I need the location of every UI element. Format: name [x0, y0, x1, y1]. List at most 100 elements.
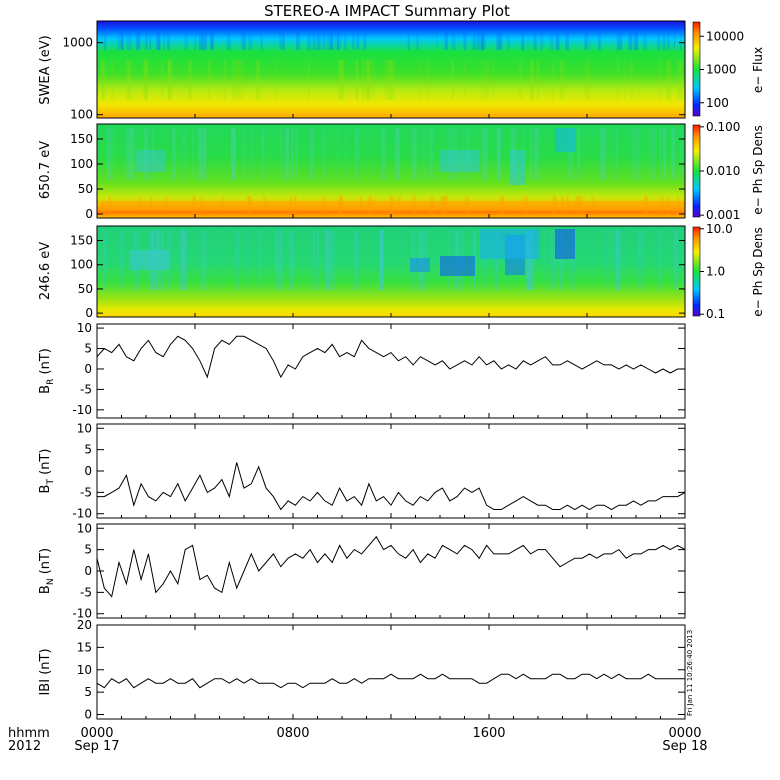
spectrogram-texture — [540, 30, 544, 50]
spectrogram-texture — [255, 60, 261, 100]
ytick-label: 0 — [84, 362, 92, 376]
spectrogram-texture — [549, 230, 554, 290]
spectrogram-texture — [241, 30, 247, 50]
spectrogram-texture — [223, 60, 227, 100]
spectrogram-texture — [324, 230, 330, 290]
spectrogram-texture — [507, 30, 510, 50]
spectrogram-texture — [126, 30, 132, 50]
spectrogram-texture — [534, 30, 537, 50]
spectrogram-texture — [240, 60, 244, 100]
spectrogram-texture — [554, 230, 557, 290]
spectrogram-texture — [235, 230, 240, 290]
spectrogram-texture — [597, 30, 602, 50]
spectrogram-texture — [484, 128, 488, 180]
spectrogram-texture — [662, 30, 666, 50]
spectrogram-texture — [295, 128, 298, 180]
spectrogram-texture — [352, 30, 355, 50]
spectrogram-texture — [325, 230, 331, 290]
pad246-ytick-label: 150 — [70, 234, 93, 248]
spectrogram-texture — [444, 30, 448, 50]
spectrogram-texture — [260, 30, 263, 50]
spectrogram-texture — [204, 30, 207, 50]
spectrogram-texture — [338, 60, 341, 100]
spectrogram-texture — [658, 60, 661, 100]
spectrogram-texture — [284, 128, 290, 180]
spectrogram-texture — [102, 230, 107, 290]
swea-colorbar-tick-label: 10000 — [706, 29, 744, 43]
spectrogram-texture — [362, 60, 365, 100]
spectrogram-texture — [559, 60, 565, 100]
spectrogram-texture — [543, 230, 545, 290]
spectrogram-texture — [623, 60, 627, 100]
pad246-colorbar-tick-label: 1.0 — [706, 265, 725, 279]
spectrogram-feature — [555, 229, 575, 259]
spectrogram-texture — [536, 60, 541, 100]
spectrogram-texture — [483, 230, 485, 290]
spectrogram-texture — [533, 30, 535, 50]
spectrogram-texture — [125, 128, 128, 180]
panel-frame — [96, 423, 686, 519]
spectrogram-texture — [584, 30, 589, 50]
spectrogram-texture — [518, 60, 523, 100]
spectrogram-texture — [145, 30, 148, 50]
spectrogram-texture — [529, 230, 535, 290]
spectrogram-texture — [121, 30, 124, 50]
spectrogram-texture — [551, 60, 554, 100]
panel-frame — [96, 323, 686, 419]
spectrogram-texture — [614, 230, 620, 290]
spectrogram-texture — [365, 60, 370, 100]
series-ylabel: BN (nT) — [38, 548, 56, 594]
time-tick-label: 0000 — [668, 726, 701, 741]
spectrogram-texture — [232, 60, 235, 100]
spectrogram-texture — [428, 128, 430, 180]
panel-frame — [96, 523, 686, 619]
pad246-ytick-label: 50 — [78, 282, 93, 296]
spectrogram-texture — [418, 60, 421, 100]
spectrogram-texture — [671, 128, 676, 180]
spectrogram-texture — [496, 230, 498, 290]
spectrogram-texture — [536, 128, 540, 180]
spectrogram-texture — [177, 60, 180, 100]
spectrogram-texture — [633, 30, 639, 50]
time-axis-label-line1: hhmm — [8, 726, 50, 741]
ytick-label: -10 — [72, 403, 92, 417]
series-line-bn — [96, 535, 686, 598]
spectrogram-texture — [618, 230, 621, 290]
spectrogram-texture — [184, 230, 188, 290]
spectrogram-texture — [113, 128, 115, 180]
spectrogram-texture — [495, 30, 500, 50]
spectrogram-texture — [119, 230, 125, 290]
spectrogram-texture — [182, 230, 185, 290]
ytick-label: 0 — [84, 708, 92, 722]
ytick-label: 5 — [84, 685, 92, 699]
spectrogram-texture — [616, 30, 620, 50]
spectrogram-texture — [336, 30, 342, 50]
spectrogram-feature — [100, 201, 685, 211]
spectrogram-texture — [451, 60, 455, 100]
ytick-label: 10 — [77, 321, 92, 335]
ytick-label: 20 — [77, 618, 92, 632]
spectrogram-texture — [163, 30, 165, 50]
spectrogram-texture — [283, 30, 285, 50]
pad650-colorbar-tick-label: 0.100 — [706, 120, 740, 134]
spectrogram-texture — [394, 128, 398, 180]
spectrogram-texture — [363, 30, 367, 50]
spectrogram-texture — [416, 30, 419, 50]
spectrogram-texture — [203, 128, 207, 180]
spectrogram-texture — [572, 230, 577, 290]
spectrogram-texture — [641, 230, 643, 290]
spectrogram-texture — [308, 60, 310, 100]
spectrogram-texture — [355, 230, 359, 290]
spectrogram-texture — [354, 230, 358, 290]
time-tick-sublabel: Sep 18 — [662, 739, 707, 754]
spectrogram-texture — [451, 30, 456, 50]
spectrogram-texture — [589, 30, 591, 50]
swea-colorbar-tick-label: 100 — [706, 96, 729, 110]
spectrogram-texture — [632, 128, 637, 180]
spectrogram-texture — [230, 128, 236, 180]
spectrogram-texture — [576, 128, 581, 180]
spectrogram-texture — [483, 60, 485, 100]
spectrogram-texture — [676, 230, 679, 290]
spectrogram-texture — [529, 230, 534, 290]
spectrogram-texture — [281, 128, 283, 180]
